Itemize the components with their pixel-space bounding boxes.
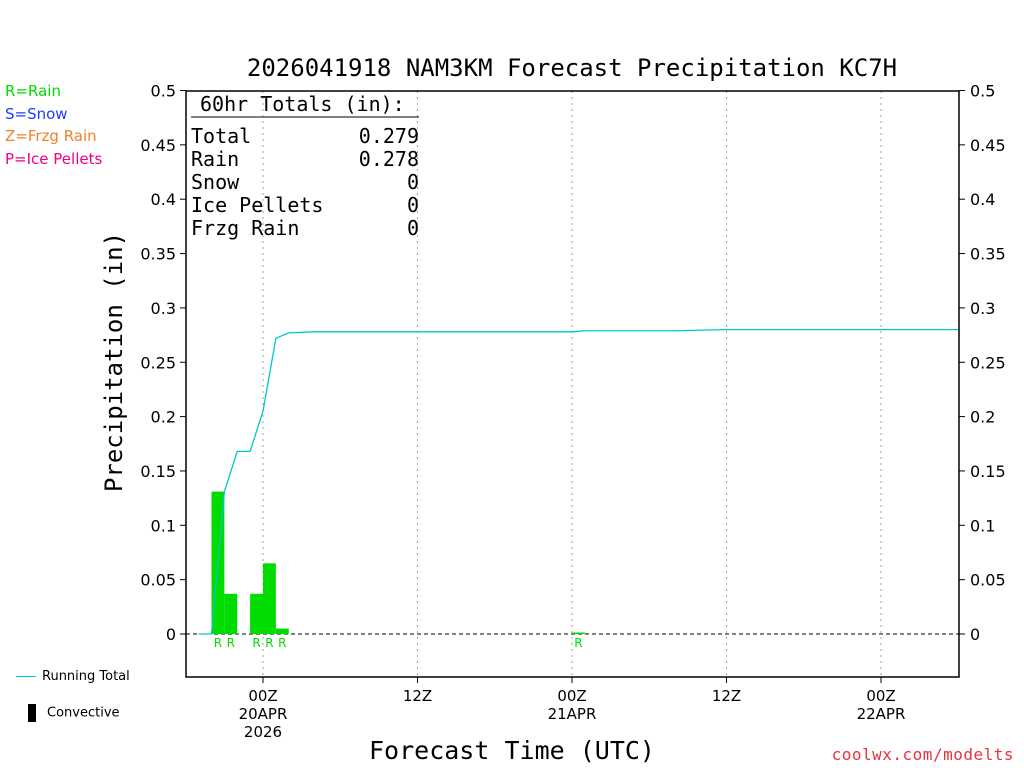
x-tick-label: 22APR (857, 705, 906, 723)
x-tick-label: 2026 (244, 723, 282, 741)
x-tick-label: 12Z (403, 687, 432, 705)
y-tick-label-left: 0.1 (151, 516, 176, 535)
y-tick-label-left: 0.3 (151, 299, 176, 318)
y-tick-label-left: 0.45 (140, 136, 176, 155)
y-tick-label-left: 0.35 (140, 245, 176, 264)
totals-row-value: 0 (407, 170, 419, 194)
legend-convective: Convective (28, 704, 120, 722)
y-tick-label-right: 0.1 (970, 516, 995, 535)
precip-bar (224, 593, 238, 634)
totals-row-label: Rain (191, 147, 239, 171)
x-tick-label: 00Z (866, 687, 895, 705)
totals-row-value: 0.278 (359, 147, 419, 171)
legend-rain: R=Rain (5, 82, 61, 100)
y-tick-label-left: 0.4 (151, 190, 176, 209)
y-tick-label-right: 0.3 (970, 299, 995, 318)
precip-type-label: R (252, 636, 260, 650)
precip-type-label: R (265, 636, 273, 650)
y-tick-label-right: 0.15 (970, 462, 1006, 481)
legend-frzg-rain: Z=Frzg Rain (5, 127, 97, 145)
totals-header: 60hr Totals (in): (200, 92, 405, 116)
chart-title: 2026041918 NAM3KM Forecast Precipitation… (247, 54, 897, 82)
watermark: coolwx.com/modelts (831, 745, 1014, 764)
y-tick-label-right: 0.2 (970, 408, 995, 427)
y-tick-label-left: 0.5 (151, 82, 176, 101)
precip-bar (250, 593, 263, 634)
totals-row-label: Total (191, 124, 251, 148)
y-tick-label-right: 0.25 (970, 353, 1006, 372)
totals-row-label: Snow (191, 170, 240, 194)
convective-label: Convective (47, 705, 120, 721)
precip-type-label: R (214, 636, 222, 650)
y-tick-label-left: 0.2 (151, 408, 176, 427)
x-tick-label: 20APR (239, 705, 288, 723)
convective-swatch (28, 704, 36, 722)
y-tick-label-left: 0.25 (140, 353, 176, 372)
x-tick-label: 21APR (548, 705, 597, 723)
precip-type-label: R (574, 636, 582, 650)
precip-bar (263, 563, 276, 634)
y-tick-label-right: 0.5 (970, 82, 995, 101)
y-tick-label-right: 0.45 (970, 136, 1006, 155)
x-tick-label: 12Z (712, 687, 741, 705)
precip-type-label: R (278, 636, 286, 650)
totals-row-label: Ice Pellets (191, 193, 323, 217)
running-total-line (198, 328, 959, 635)
running-total-swatch (16, 676, 36, 677)
y-axis-label: Precipitation (in) (100, 232, 128, 492)
legend-ice-pellets: P=Ice Pellets (5, 150, 103, 168)
y-tick-label-right: 0.4 (970, 190, 995, 209)
running-total-label: Running Total (42, 669, 130, 684)
y-tick-label-left: 0 (166, 625, 176, 644)
y-tick-label-right: 0 (970, 625, 980, 644)
totals-row-value: 0 (407, 193, 419, 217)
y-tick-label-left: 0.05 (140, 571, 176, 590)
y-tick-label-right: 0.05 (970, 571, 1006, 590)
legend-running-total: Running Total (16, 669, 130, 684)
totals-row-label: Frzg Rain (191, 216, 299, 240)
x-axis-label: Forecast Time (UTC) (369, 736, 655, 765)
x-tick-label: 00Z (557, 687, 586, 705)
precip-bar (572, 632, 585, 634)
precip-type-label: R (227, 636, 235, 650)
totals-row-value: 0 (407, 216, 419, 240)
totals-row-value: 0.279 (359, 124, 419, 148)
precip-bar (275, 628, 289, 634)
x-tick-label: 00Z (248, 687, 277, 705)
y-tick-label-right: 0.35 (970, 245, 1006, 264)
y-tick-label-left: 0.15 (140, 462, 176, 481)
legend-snow: S=Snow (5, 105, 68, 123)
